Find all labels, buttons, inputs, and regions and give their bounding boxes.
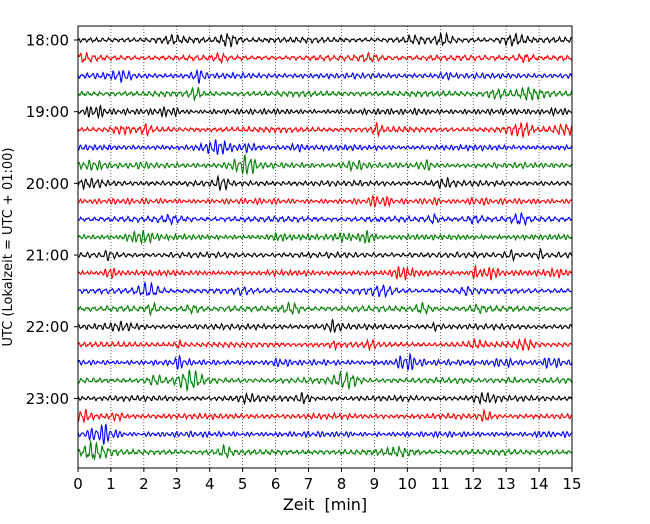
trace-2130 [77, 280, 573, 299]
x-tick-label: 10 [398, 475, 417, 493]
trace-2330 [77, 423, 573, 445]
trace-1930 [77, 139, 573, 155]
x-tick-label: 8 [337, 475, 347, 493]
trace-2245 [77, 369, 573, 393]
x-tick-label: 13 [497, 475, 516, 493]
x-tick-label: 7 [304, 475, 314, 493]
y-axis-ticks: 18:00 19:00 20:00 21:00 22:00 23:00 [26, 32, 78, 408]
x-tick-label: 6 [271, 475, 281, 493]
trace-2000 [77, 174, 573, 192]
y-tick-label: 22:00 [26, 318, 69, 336]
x-axis-label: Zeit [min] [283, 495, 367, 514]
trace-2215 [77, 336, 573, 352]
trace-1945 [77, 153, 573, 176]
x-tick-label: 11 [431, 475, 450, 493]
trace-1830 [77, 68, 573, 84]
plot-frame [77, 25, 573, 469]
x-tick-label: 12 [464, 475, 483, 493]
trace-2015 [77, 194, 573, 208]
x-tick-label: 14 [530, 475, 549, 493]
seismic-traces [77, 31, 573, 462]
x-tick-label: 4 [205, 475, 215, 493]
x-tick-label: 1 [106, 475, 116, 493]
trace-2100 [77, 247, 573, 263]
x-tick-label: 2 [139, 475, 149, 493]
x-tick-label: 15 [562, 475, 581, 493]
trace-1845 [77, 86, 573, 102]
trace-1900 [77, 104, 573, 120]
y-tick-label: 20:00 [26, 175, 69, 193]
trace-2315 [77, 408, 573, 424]
y-tick-label: 18:00 [26, 32, 69, 50]
trace-2300 [77, 391, 573, 406]
trace-2145 [77, 301, 573, 317]
x-tick-label: 0 [73, 475, 83, 493]
trace-2230 [77, 352, 573, 372]
trace-2345 [77, 439, 573, 462]
y-tick-label: 21:00 [26, 247, 69, 265]
y-tick-label: 23:00 [26, 390, 69, 408]
trace-1915 [77, 121, 573, 138]
x-tick-label: 5 [238, 475, 248, 493]
trace-1815 [77, 51, 573, 65]
trace-2115 [77, 264, 573, 281]
trace-2030 [77, 211, 573, 227]
trace-2045 [77, 229, 573, 246]
x-tick-label: 9 [370, 475, 380, 493]
y-axis-label: UTC (Lokalzeit = UTC + 01:00) [1, 148, 16, 347]
x-tick-label: 3 [172, 475, 182, 493]
trace-2200 [77, 318, 573, 334]
x-axis-ticks: 0 1 2 3 4 5 6 7 8 9 10 11 12 13 14 15 [73, 468, 582, 493]
y-tick-label: 19:00 [26, 103, 69, 121]
trace-1800 [77, 31, 573, 48]
